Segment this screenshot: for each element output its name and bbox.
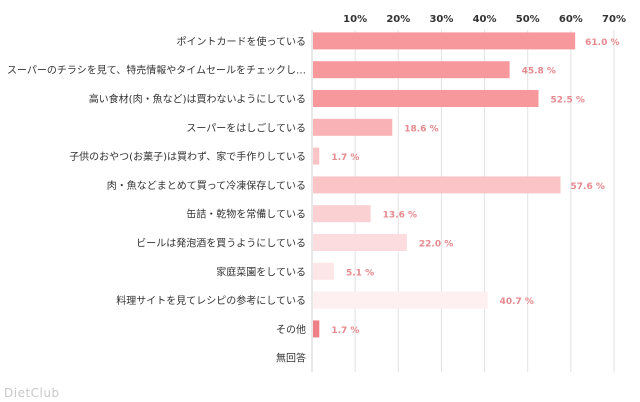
x-tick-label: 70% <box>602 14 626 25</box>
data-labels: 61.0 % 45.8 % 52.5 % 18.6 % 1.7 % 57.6 % 13.6 … <box>331 38 619 336</box>
category-label: 家庭菜園をしている <box>216 265 306 278</box>
category-label: 無回答 <box>276 352 306 365</box>
bar <box>313 61 510 79</box>
data-label: 5.1 % <box>346 268 374 278</box>
watermark-logo: DietClub <box>4 386 60 400</box>
data-label: 57.6 % <box>571 182 605 192</box>
category-label: 料理サイトを見てレシピの参考にしている <box>116 294 306 307</box>
category-label: その他 <box>276 323 306 336</box>
data-label: 22.0 % <box>419 240 453 250</box>
category-label: ビールは発泡酒を買うようにしている <box>136 237 306 250</box>
bars <box>313 32 576 338</box>
category-label: 子供のおやつ(お菓子)は買わず、家で手作りしている <box>69 150 306 163</box>
x-tick-label: 10% <box>343 14 367 25</box>
data-label: 45.8 % <box>522 67 556 77</box>
data-label: 52.5 % <box>551 96 585 106</box>
bar <box>313 291 488 309</box>
bar <box>313 205 371 223</box>
x-tick-label: 50% <box>516 14 540 25</box>
bar <box>313 147 320 165</box>
category-label: 肉・魚などまとめて買って冷凍保存している <box>107 179 306 192</box>
category-label: ポイントカードを使っている <box>177 35 307 48</box>
bar <box>313 32 576 50</box>
bar <box>313 234 407 251</box>
x-tick-label: 60% <box>559 14 583 25</box>
data-label: 61.0 % <box>585 38 619 48</box>
bar <box>313 262 335 280</box>
x-tick-label: 20% <box>386 14 410 25</box>
bar <box>313 176 561 194</box>
data-label: 1.7 % <box>331 153 359 163</box>
grid <box>354 30 615 372</box>
x-tick-label: 40% <box>473 14 497 25</box>
category-labels: ポイントカードを使っているスーパーのチラシを見て、特売情報やタイムセールをチェッ… <box>7 35 306 365</box>
bar <box>313 320 320 338</box>
category-label: スーパーをはしごしている <box>186 121 306 134</box>
x-tick-label: 30% <box>429 14 453 25</box>
data-label: 1.7 % <box>331 326 359 336</box>
data-label: 13.6 % <box>383 211 417 221</box>
data-label: 18.6 % <box>404 124 438 134</box>
category-label: スーパーのチラシを見て、特売情報やタイムセールをチェックし… <box>7 64 306 77</box>
data-label: 40.7 % <box>500 297 534 307</box>
x-axis-ticks: 10% 20% 30% 40% 50% 60% 70% <box>343 14 626 25</box>
category-label: 高い食材(肉・魚など)は買わないようにしている <box>89 93 306 106</box>
category-label: 缶詰・乾物を常備している <box>186 208 306 221</box>
bar <box>313 90 539 107</box>
bar <box>313 118 393 136</box>
